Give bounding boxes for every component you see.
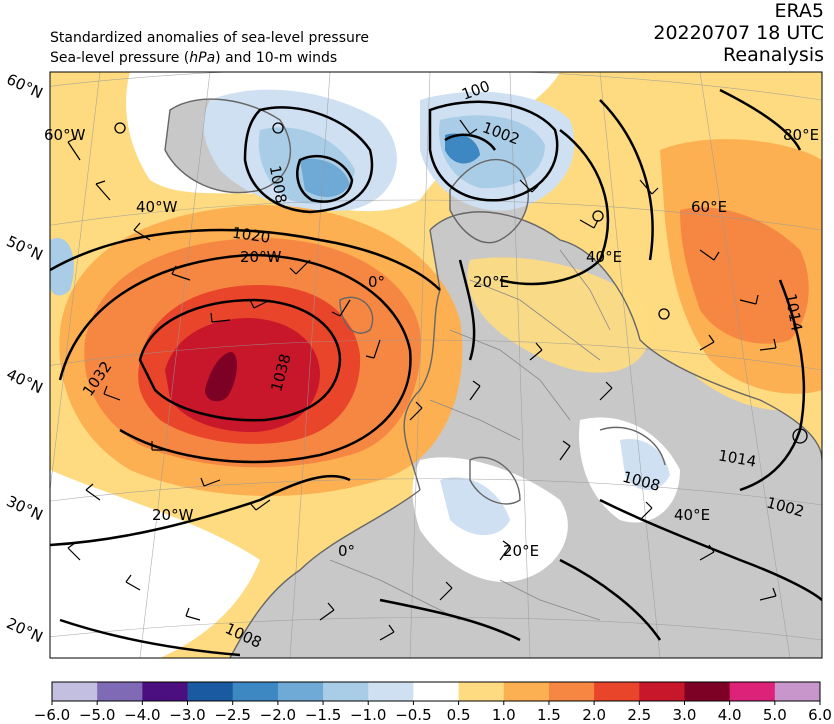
colorbar-tick-label: −0.5 xyxy=(395,706,431,724)
colorbar-swatch xyxy=(232,682,279,701)
lat-label: 20°N xyxy=(4,614,46,646)
colorbar-swatch xyxy=(774,682,821,701)
wind-barbs xyxy=(67,119,777,641)
colorbar-tick-label: 5.0 xyxy=(763,706,787,724)
isobar-label: 1020 xyxy=(231,224,271,247)
colorbar: −6.0 −5.0 −4.0 −3.0 −2.5 −2.0 −1.5 −1.0 −0.5 0.5 1… xyxy=(34,681,832,724)
lon-label: 40°E xyxy=(586,248,622,266)
lon-label: 20°E xyxy=(473,273,509,291)
lon-label: 20°E xyxy=(503,542,539,560)
subtitle-unit: hPa xyxy=(189,50,216,66)
lat-label: 30°N xyxy=(4,492,46,524)
colorbar-swatch xyxy=(458,682,505,701)
colorbar-tick-label: −2.0 xyxy=(260,706,296,724)
anomaly-pos25-azores xyxy=(165,318,320,433)
colorbar-tick-label: −2.5 xyxy=(214,706,250,724)
latitude-labels: 60°N 50°N 40°N 30°N 20°N xyxy=(4,70,46,646)
coastlines xyxy=(164,98,822,658)
lat-label: 60°N xyxy=(4,70,46,102)
anomaly-neg05-blacksea xyxy=(620,439,670,490)
colorbar-swatch xyxy=(142,682,189,701)
colorbar-tick-label: 2.0 xyxy=(582,706,606,724)
anomaly-neg15-iceland xyxy=(300,158,350,197)
lon-label: 20°W xyxy=(240,248,282,266)
colorbar-border xyxy=(51,681,821,702)
land-europe-africa xyxy=(230,211,822,658)
colorbar-swatch xyxy=(97,682,143,701)
colorbar-tick-label: 3.0 xyxy=(673,706,697,724)
lat-label: 40°N xyxy=(4,365,46,397)
colorbar-swatch xyxy=(503,682,550,701)
colorbar-swatch xyxy=(413,682,460,701)
map-subtitle: Standardized anomalies of sea-level pres… xyxy=(50,28,369,68)
map-border xyxy=(49,71,823,659)
colorbar-tick-label: 1.0 xyxy=(492,706,516,724)
subtitle-line-2-prefix: Sea-level pressure ( xyxy=(50,50,190,66)
colorbar-tick-label: −5.0 xyxy=(79,706,115,724)
product-label: Reanalysis xyxy=(723,44,824,66)
lat-label: 50°N xyxy=(4,232,46,264)
lon-label: 80°E xyxy=(783,126,819,144)
colorbar-tick-label: 4.0 xyxy=(718,706,742,724)
colorbar-swatch xyxy=(548,682,595,701)
anomaly-pos05-europe xyxy=(467,257,651,373)
subtitle-line-2: Sea-level pressure (hPa) and 10-m winds xyxy=(50,48,369,68)
graticule xyxy=(50,72,822,658)
subtitle-line-2-suffix: ) and 10-m winds xyxy=(215,50,338,66)
lon-label: 20°W xyxy=(152,506,194,524)
lon-label: 60°E xyxy=(691,198,727,216)
anomaly-neg05-mediterranean xyxy=(440,477,510,535)
colorbar-tick-label: −3.0 xyxy=(169,706,205,724)
anomaly-pos30-azores xyxy=(205,352,237,402)
anomaly-neutral-southwest xyxy=(50,470,260,658)
colorbar-tick-label: −4.0 xyxy=(124,706,160,724)
colorbar-tick-label: 0.5 xyxy=(447,706,471,724)
colorbar-swatch xyxy=(368,682,414,701)
colorbar-swatch xyxy=(277,682,324,701)
longitude-labels: 60°W 40°W 20°W 0° 20°E 40°E 60°E 80°E 20… xyxy=(44,126,819,560)
colorbar-tick-label: 1.5 xyxy=(537,706,561,724)
datetime-label: 20220707 18 UTC xyxy=(653,22,824,44)
colorbar-swatch xyxy=(187,682,234,701)
lon-label: 0° xyxy=(368,273,385,291)
colorbar-swatch xyxy=(684,682,731,701)
lon-label: 40°W xyxy=(136,198,178,216)
colorbar-tick-label: −6.0 xyxy=(34,706,70,724)
isobars xyxy=(50,88,822,657)
colorbar-tick-label: 6.0 xyxy=(808,706,832,724)
colorbar-tick-label: 2.5 xyxy=(627,706,651,724)
anomaly-pos15-russia xyxy=(680,207,809,344)
map-frame-content xyxy=(50,72,822,658)
map-title: ERA5 20220707 18 UTC Reanalysis xyxy=(653,0,824,66)
colorbar-swatch xyxy=(594,682,640,701)
colorbar-swatch xyxy=(323,682,369,701)
calm-wind-markers xyxy=(114,122,808,444)
colorbar-swatch xyxy=(729,682,776,701)
anomaly-neg20-scandinavia xyxy=(445,133,480,164)
colorbar-swatch xyxy=(639,682,685,701)
lon-label: 0° xyxy=(338,542,355,560)
dataset-label: ERA5 xyxy=(774,0,824,22)
subtitle-line-1: Standardized anomalies of sea-level pres… xyxy=(50,30,369,46)
lon-label: 60°W xyxy=(44,126,86,144)
anomaly-neg10-west xyxy=(50,238,74,296)
colorbar-swatch xyxy=(52,682,98,701)
colorbar-tick-label: −1.0 xyxy=(350,706,386,724)
lon-label: 40°E xyxy=(674,506,710,524)
colorbar-tick-label: −1.5 xyxy=(305,706,341,724)
